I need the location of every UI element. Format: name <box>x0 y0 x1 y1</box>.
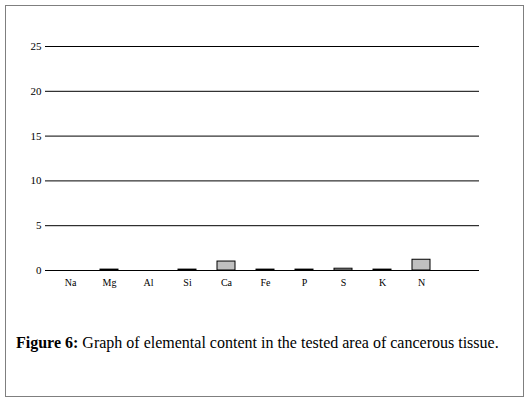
svg-text:S: S <box>341 277 347 288</box>
svg-text:5: 5 <box>36 219 42 231</box>
svg-text:Fe: Fe <box>261 277 272 288</box>
svg-text:25: 25 <box>31 40 43 52</box>
svg-text:Mg: Mg <box>103 277 117 288</box>
svg-text:0: 0 <box>36 264 42 276</box>
svg-text:20: 20 <box>31 85 43 97</box>
svg-text:Si: Si <box>183 277 192 288</box>
html-text:Figure 6: Graph of elemental c: Figure 6: Graph of elemental content in … <box>16 334 499 351</box>
svg-text:N: N <box>418 277 425 288</box>
svg-text:P: P <box>302 277 308 288</box>
svg-text:Ca: Ca <box>221 277 233 288</box>
svg-text:Al: Al <box>144 277 154 288</box>
svg-text:K: K <box>379 277 387 288</box>
svg-text:10: 10 <box>31 174 43 186</box>
svg-text:15: 15 <box>31 130 43 142</box>
svg-text:Na: Na <box>65 277 77 288</box>
